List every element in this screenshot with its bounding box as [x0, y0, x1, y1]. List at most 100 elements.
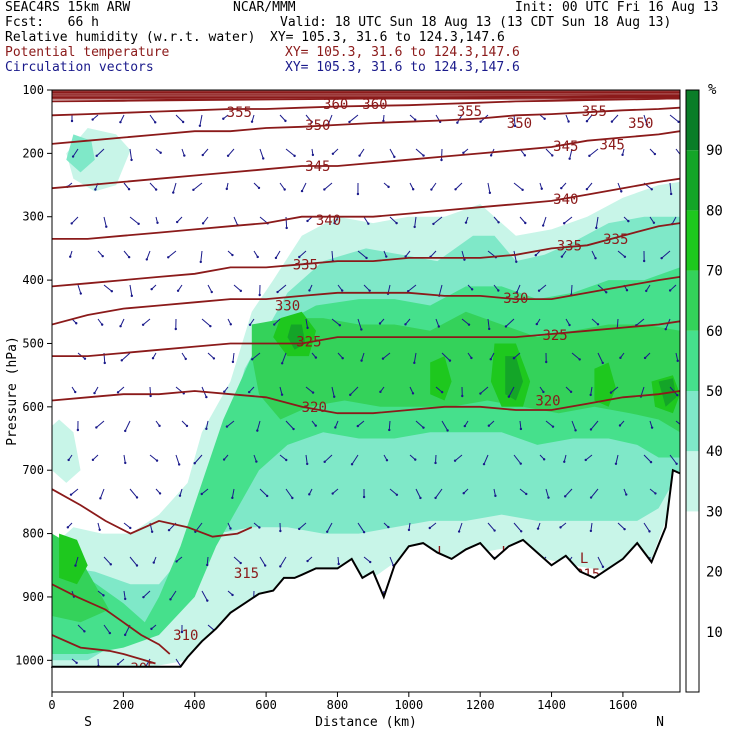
vector-arrow-74	[174, 318, 177, 331]
vector-arrow-364	[619, 352, 625, 360]
vector-arrow-56	[150, 284, 157, 291]
x-tick-label-8: 1600	[608, 698, 637, 712]
theta-contour-335	[52, 222, 680, 288]
vector-arrow-385	[649, 488, 657, 495]
vector-arrow-78	[175, 454, 181, 466]
potential-temperature-contours: 3053103153203203253253303303353353353403…	[52, 90, 680, 677]
x-tick-label-0: 0	[48, 698, 55, 712]
theta-label-22: 355	[582, 104, 607, 120]
vector-arrow-301	[513, 522, 523, 533]
vector-arrow-70	[172, 182, 177, 194]
vector-arrow-230	[415, 420, 425, 429]
theta-contour-305	[52, 634, 156, 665]
north-end-label: N	[656, 715, 664, 730]
vector-arrow-115	[233, 556, 242, 565]
vector-arrow-162	[311, 420, 317, 427]
vector-arrow-267	[457, 522, 463, 533]
vector-arrow-92	[207, 352, 216, 360]
vector-arrow-327	[560, 250, 567, 258]
vector-arrow-215	[389, 488, 399, 497]
vector-arrow-312	[535, 318, 541, 326]
vector-arrow-377	[649, 216, 656, 225]
vector-arrow-246	[435, 386, 444, 394]
vector-arrow-16	[71, 658, 78, 665]
vector-arrow-153	[305, 114, 313, 124]
vector-arrow-381	[643, 352, 651, 360]
terrain-line	[51, 468, 681, 668]
vector-arrow-341	[588, 148, 599, 158]
theta-contour-310	[52, 583, 171, 655]
vector-arrow-143	[280, 352, 287, 365]
vector-arrow-90	[207, 284, 213, 294]
theta-contour-325	[52, 320, 680, 357]
vector-arrow-65	[142, 590, 151, 599]
vector-arrow-99	[201, 590, 209, 602]
vector-arrow-149	[279, 556, 287, 568]
vector-arrow-5	[77, 284, 83, 295]
vector-arrow-224	[413, 216, 417, 229]
theta-label-text-19: 350	[628, 116, 653, 132]
vector-arrow-231	[409, 454, 417, 461]
vector-arrow-147	[285, 488, 294, 500]
vector-arrow-110	[223, 386, 229, 393]
vector-arrow-83	[180, 624, 184, 634]
x-tick-label-5: 1000	[394, 698, 423, 712]
vector-arrow-333	[563, 454, 567, 463]
vector-arrow-330	[571, 352, 581, 361]
vector-arrow-265	[453, 454, 463, 462]
x-tick-label-6: 1200	[466, 698, 495, 712]
vector-arrow-291	[513, 182, 524, 192]
vector-arrow-181	[331, 488, 339, 495]
vector-arrow-256	[462, 148, 469, 155]
theta-label-text-23: 360	[323, 97, 348, 113]
vector-arrow-213	[388, 420, 391, 432]
vector-arrow-108	[227, 318, 232, 326]
y-tick-label-8: 900	[22, 590, 44, 604]
theta-label-text-1: 310	[173, 628, 198, 644]
vector-arrow-211	[381, 352, 391, 360]
vector-arrow-192	[363, 284, 371, 292]
colorbar-level-1: 20	[706, 565, 723, 581]
vector-arrow-308	[539, 182, 543, 190]
vector-arrow-309	[541, 216, 547, 227]
vector-arrow-258	[464, 216, 469, 224]
vector-arrow-124	[258, 284, 261, 297]
vector-arrow-282	[482, 454, 489, 466]
vector-arrow-383	[649, 420, 654, 429]
vector-arrow-136	[279, 114, 287, 123]
vector-arrow-159	[305, 318, 309, 330]
theta-label-text-5: 325	[296, 335, 321, 351]
plot-border	[51, 89, 681, 693]
vector-arrow-131	[253, 522, 261, 529]
vector-arrow-8	[71, 386, 77, 394]
y-tick-label-2: 300	[22, 210, 44, 224]
vector-arrow-88	[201, 216, 209, 225]
colorbar-band-0	[686, 631, 699, 692]
vector-arrow-264	[463, 420, 469, 428]
vector-arrow-366	[618, 420, 625, 427]
vector-arrow-238	[435, 114, 442, 124]
theta-label-15: 345	[553, 139, 578, 155]
theta-label-21: 355	[457, 104, 482, 120]
vector-arrow-155	[300, 182, 307, 193]
y-tick-label-6: 700	[22, 463, 44, 477]
vector-arrow-163	[305, 454, 309, 466]
vector-arrow-127	[247, 386, 255, 394]
vector-arrow-45	[129, 488, 139, 499]
vector-arrow-334	[563, 488, 573, 498]
theta-label-text-9: 335	[293, 257, 318, 273]
vector-arrow-175	[337, 284, 344, 292]
colorbar-level-4: 50	[706, 384, 723, 400]
vector-arrow-32	[103, 624, 112, 635]
vector-arrow-361	[617, 250, 627, 258]
vector-arrow-10	[67, 454, 73, 462]
colorbar-band-8	[686, 150, 699, 211]
vector-arrow-61	[149, 454, 159, 462]
vector-arrow-18	[95, 148, 105, 158]
vector-arrow-289	[513, 114, 517, 128]
vector-arrow-263	[461, 386, 464, 398]
vector-arrow-72	[167, 250, 177, 259]
vector-arrow-91	[201, 318, 212, 328]
vector-arrow-138	[279, 182, 286, 191]
theta-label-8: 330	[503, 291, 528, 307]
